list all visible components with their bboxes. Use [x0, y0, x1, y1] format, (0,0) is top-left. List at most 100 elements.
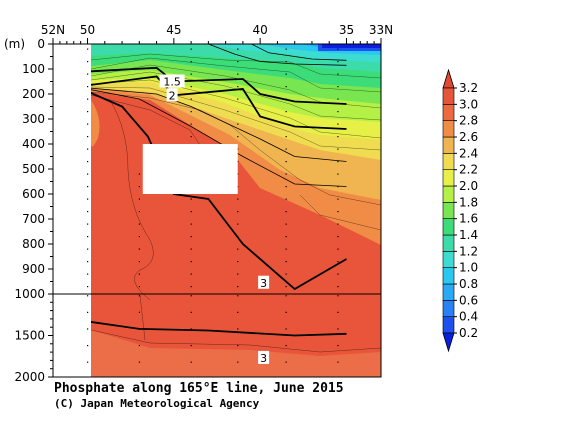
isoline-2.6 — [91, 89, 347, 187]
station-point — [138, 198, 141, 200]
station-point — [285, 198, 287, 200]
station-point — [87, 344, 89, 347]
station-point — [337, 248, 339, 250]
station-point — [337, 73, 339, 75]
station-point — [337, 361, 339, 363]
colorbar-swatch — [442, 87, 455, 105]
high-phosphate-core — [91, 100, 100, 147]
station-point — [237, 211, 239, 213]
y-tick-label: 2000 — [14, 370, 45, 384]
station-point — [237, 248, 239, 250]
y-tick-label: 1500 — [14, 329, 45, 343]
station-point — [285, 236, 287, 238]
credit-text: (C) Japan Meteorological Agency — [54, 397, 260, 410]
colorbar-swatch — [442, 104, 455, 121]
station-point — [337, 111, 339, 113]
station-point — [337, 328, 339, 330]
station-point — [285, 223, 287, 225]
station-point — [87, 98, 89, 100]
colorbar-label: 3.2 — [459, 81, 478, 95]
x-axis: 52N 50 45 40 35 33N — [41, 23, 393, 44]
station-point — [237, 328, 239, 330]
y-tick-label: 400 — [22, 137, 45, 151]
colorbar-label: 0.4 — [459, 310, 478, 324]
station-point — [87, 136, 89, 138]
station-point — [87, 328, 89, 330]
station-point — [138, 344, 141, 347]
station-point — [190, 73, 192, 75]
colorbar-label: 2.6 — [459, 130, 478, 144]
station-point — [138, 261, 141, 263]
lower-layer-fill — [91, 330, 381, 377]
station-point — [138, 286, 141, 288]
no-data-strip-north — [53, 44, 88, 377]
station-point — [337, 198, 339, 200]
thin-contour — [91, 329, 381, 353]
isoline-1.5 — [91, 66, 347, 105]
station-point — [87, 198, 89, 200]
station-point — [285, 248, 287, 250]
surface-minimum — [322, 44, 381, 48]
station-point — [190, 286, 192, 288]
station-point — [190, 261, 192, 263]
y-tick-label: 800 — [22, 237, 45, 251]
station-point — [285, 311, 287, 313]
station-point — [138, 273, 141, 275]
station-point — [87, 73, 89, 75]
station-point — [190, 344, 192, 347]
colorbar-swatch — [442, 202, 455, 219]
colorbar-swatch — [442, 251, 455, 268]
station-point — [285, 148, 287, 150]
station-point — [285, 286, 287, 288]
colorbar-swatch — [442, 283, 455, 301]
station-point — [285, 173, 287, 175]
x-tick-label: 52N — [41, 23, 65, 37]
station-point — [285, 211, 287, 213]
station-point — [337, 48, 339, 50]
station-point — [285, 361, 287, 363]
station-point — [138, 186, 141, 188]
colorbar-label: 0.8 — [459, 277, 478, 291]
station-point — [87, 361, 89, 363]
station-point — [87, 248, 89, 250]
station-point — [87, 161, 89, 163]
station-point — [337, 161, 339, 163]
thin-contour — [91, 86, 381, 151]
station-point — [285, 123, 287, 125]
contour-label: 3 — [260, 352, 267, 365]
x-tick-label: 40 — [253, 23, 268, 37]
station-point — [285, 48, 287, 50]
station-point — [138, 361, 141, 363]
x-tick-label: 45 — [166, 23, 181, 37]
station-point — [337, 311, 339, 313]
colorbar-label: 2.8 — [459, 114, 478, 128]
station-point — [190, 223, 192, 225]
colorbar-swatch — [442, 234, 455, 252]
x-tick-label: 33N — [369, 23, 393, 37]
station-point — [190, 311, 192, 313]
x-tick-label: 35 — [339, 23, 354, 37]
contour-lines — [91, 44, 347, 337]
station-point — [87, 273, 89, 275]
station-point — [87, 123, 89, 125]
band-2.2 — [91, 68, 381, 140]
y-axis: 0 100 200 300 400 500 600 700 800 900 1000 1500 2000 — [14, 37, 53, 384]
thin-contour — [91, 64, 381, 109]
colorbar: 0.2 0.4 0.6 0.8 1.0 1.2 1.4 1.6 1.8 2.0 2.2 2.4 2.6 2… — [442, 68, 478, 353]
station-point — [337, 123, 339, 125]
station-point — [87, 286, 89, 288]
station-point — [285, 261, 287, 263]
station-point — [237, 198, 239, 200]
station-point — [285, 161, 287, 163]
contour-label-bg — [258, 275, 270, 289]
contour-labels: 1.52 3 3 — [159, 74, 270, 365]
phosphate-field — [91, 44, 381, 377]
station-point — [190, 295, 192, 297]
station-point — [285, 61, 287, 63]
band-2.6 — [91, 85, 381, 200]
colorbar-max-arrow — [442, 68, 455, 89]
x-tick-label: 50 — [80, 23, 95, 37]
station-point — [87, 48, 89, 50]
station-point — [138, 311, 141, 313]
